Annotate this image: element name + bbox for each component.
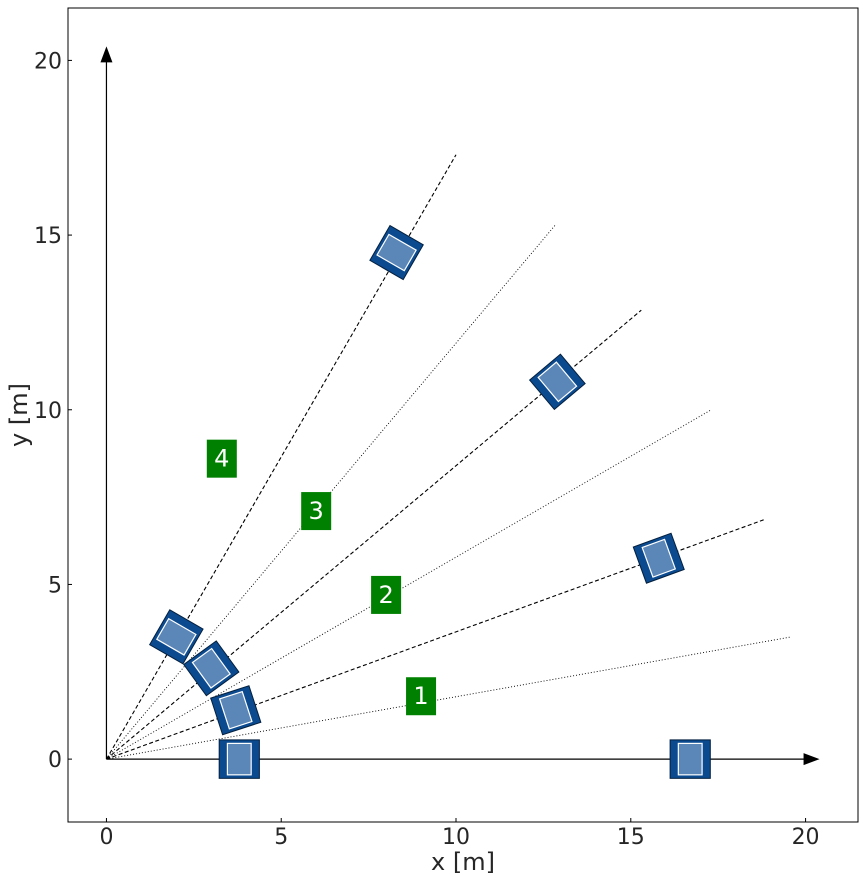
guide-ray-1 [106, 636, 792, 760]
y-tick-label: 20 [34, 49, 62, 74]
region-text: 1 [413, 682, 428, 710]
plot-frame [67, 7, 859, 823]
vehicle-6 [632, 532, 685, 584]
vehicle-window [155, 617, 197, 656]
vehicle-window [376, 233, 417, 272]
y-tick-label: 10 [34, 399, 62, 424]
vehicle-window [641, 538, 677, 578]
x-tick-label: 0 [99, 825, 113, 850]
vehicle-window [226, 742, 252, 776]
tick-labels: 0 5 10 20 15 0 5 10 15 20 [34, 49, 820, 850]
vehicle-5 [669, 739, 711, 779]
region-text: 4 [214, 445, 229, 473]
region-box [406, 677, 437, 716]
region-box [206, 439, 237, 478]
region-labels: 1 2 3 4 [206, 439, 437, 716]
region-label-3: 3 [301, 492, 332, 531]
vehicles [148, 224, 711, 779]
region-text: 2 [378, 581, 393, 609]
vehicle-window [677, 742, 703, 776]
vehicle-8 [369, 224, 424, 281]
x-tick-label: 10 [442, 825, 470, 850]
region-label-1: 1 [406, 677, 437, 716]
y-axis-arrow [100, 46, 113, 63]
vehicle-1 [218, 739, 260, 779]
y-tick-label: 15 [34, 224, 62, 249]
region-text: 3 [309, 497, 324, 525]
vehicle-7 [528, 353, 586, 411]
y-axis-title: y [m] [5, 383, 33, 447]
y-tick-label: 0 [48, 748, 62, 773]
vehicle-window [191, 647, 232, 689]
x-tick-label: 5 [274, 825, 288, 850]
region-label-4: 4 [206, 439, 237, 478]
region-label-2: 2 [371, 575, 402, 614]
region-box [371, 575, 402, 614]
vehicle-window [218, 690, 253, 730]
vehicle-3 [183, 640, 240, 697]
vehicle-4 [148, 609, 204, 665]
vehicle-window [537, 361, 578, 403]
region-box [301, 492, 332, 531]
x-tick-label: 20 [792, 825, 820, 850]
x-axis-title: x [m] [431, 848, 495, 876]
x-tick-label: 15 [617, 825, 645, 850]
vehicle-2 [210, 685, 262, 736]
x-axis-arrow [803, 753, 820, 766]
y-tick-label: 5 [48, 573, 62, 598]
